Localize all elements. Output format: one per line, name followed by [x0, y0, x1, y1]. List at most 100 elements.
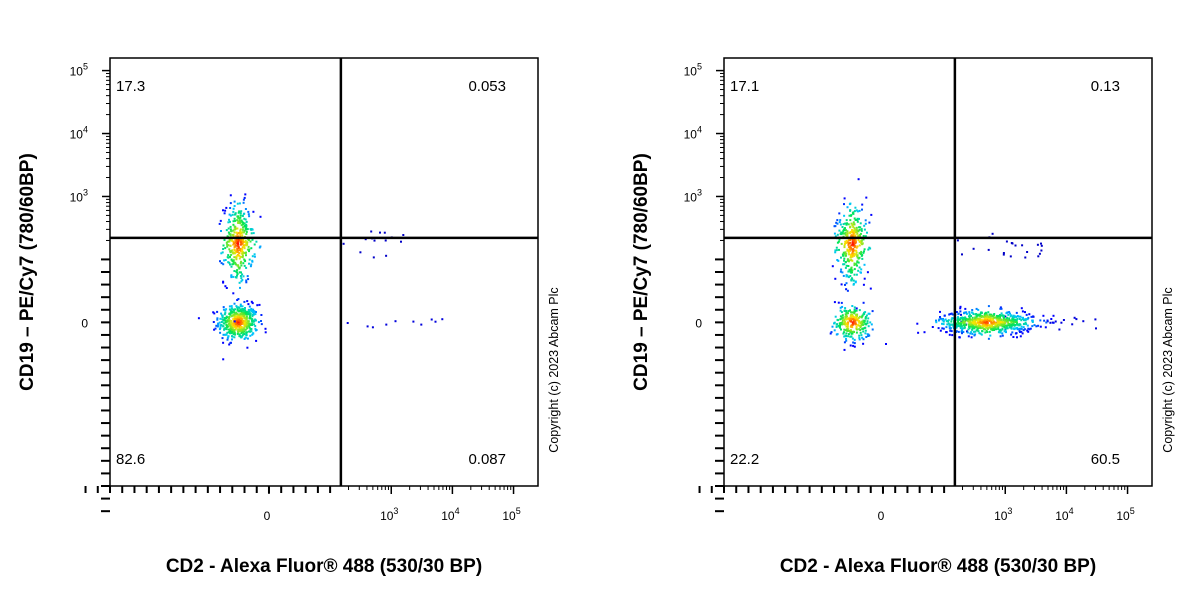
event-cd2-positive [985, 317, 988, 320]
event-cd19-positive [235, 263, 237, 266]
event-double-negative [236, 308, 239, 311]
event-double-negative [864, 332, 867, 335]
event-cd2-positive [971, 316, 974, 319]
event-sparse [1026, 251, 1029, 253]
event-double-negative [845, 325, 848, 328]
event-double-negative [246, 325, 249, 328]
event-double-negative [228, 308, 231, 311]
event-cd19-positive [855, 253, 858, 256]
event-cd19-positive [229, 244, 232, 247]
event-cd2-positive [947, 320, 949, 323]
event-cd2-positive [967, 328, 970, 331]
event-cd2-positive [986, 320, 988, 323]
event-cd19-positive [840, 233, 843, 236]
event-cd19-positive [234, 227, 237, 230]
event-cd2-positive [1045, 321, 1048, 324]
event-cd2-positive [976, 327, 979, 330]
event-double-negative [226, 336, 229, 339]
event-cd2-positive [1006, 311, 1009, 314]
event-double-negative [239, 321, 242, 323]
event-cd19-positive [237, 211, 240, 214]
event-double-negative [843, 335, 846, 338]
x-tick-label: 103 [380, 506, 398, 523]
event-cd2-positive [1001, 314, 1004, 317]
event-cd19-positive [845, 219, 848, 222]
event-cd2-positive [968, 321, 971, 324]
event-cd2-positive [959, 325, 962, 328]
event-cd19-positive [842, 263, 845, 266]
event-cd19-positive [236, 219, 239, 222]
event-cd19-positive [231, 263, 234, 266]
event-cd19-positive [851, 248, 854, 251]
event-cd2-positive [970, 325, 972, 328]
event-cd19-positive [235, 241, 238, 244]
event-cd2-positive [996, 324, 999, 327]
event-double-negative [230, 310, 233, 313]
event-cd19-positive [245, 279, 248, 282]
event-double-negative [232, 318, 235, 321]
event-cd2-positive [945, 320, 948, 323]
event-cd2-positive [976, 319, 979, 322]
event-cd19-positive [233, 256, 236, 259]
event-double-negative [235, 305, 238, 308]
y-tick-exponent: 4 [697, 125, 702, 135]
x-tick-label: 105 [502, 506, 520, 523]
event-cd19-positive [868, 221, 871, 224]
event-cd19-positive [856, 264, 858, 267]
event-cd2-positive [1024, 321, 1027, 324]
event-double-negative [237, 316, 240, 319]
event-cd19-positive [836, 241, 839, 244]
event-cd2-positive [948, 333, 951, 336]
y-tick-label: 105 [70, 62, 88, 79]
event-cd2-positive [917, 331, 920, 334]
event-cd2-positive [1001, 332, 1004, 335]
event-cd19-positive [852, 234, 855, 237]
event-double-negative [232, 330, 235, 333]
event-double-negative [243, 300, 246, 303]
event-cd2-positive [978, 317, 981, 320]
event-cd2-positive [939, 310, 941, 313]
event-cd2-positive [968, 312, 971, 315]
event-double-negative [844, 334, 847, 337]
event-double-negative [857, 316, 860, 319]
event-double-negative [221, 337, 224, 340]
quadrant-label-lower-right: 0.087 [468, 451, 506, 468]
event-cd2-positive [986, 324, 989, 326]
event-cd19-positive [863, 277, 866, 280]
event-cd19-positive [223, 259, 226, 262]
event-cd2-positive [1020, 327, 1023, 330]
event-double-negative [242, 329, 245, 332]
plot-frame [723, 57, 1153, 487]
event-double-negative [243, 322, 246, 325]
event-cd2-positive [990, 318, 993, 321]
event-cd19-positive [238, 210, 241, 213]
event-double-negative [225, 315, 228, 318]
event-cd2-positive [993, 321, 996, 324]
event-sparse [1037, 255, 1040, 258]
event-double-negative [251, 322, 254, 325]
event-cd2-positive [980, 316, 983, 318]
event-cd2-positive [1016, 317, 1019, 320]
event-cd19-positive [241, 234, 244, 237]
event-double-negative [244, 319, 247, 322]
event-double-negative [235, 325, 238, 328]
x-tick-exponent: 5 [1130, 506, 1135, 516]
event-cd2-positive [975, 322, 978, 325]
event-cd19-positive [863, 263, 866, 266]
event-cd19-positive [836, 222, 839, 225]
event-cd2-positive [1012, 336, 1015, 338]
event-double-negative [867, 317, 870, 320]
x-tick-label: 103 [994, 506, 1012, 523]
event-cd19-positive [228, 240, 231, 243]
event-cd2-positive [1003, 323, 1005, 326]
event-sparse [972, 247, 975, 250]
event-cd19-positive [259, 215, 262, 218]
event-cd2-positive [1008, 311, 1011, 314]
event-cd19-positive [860, 242, 863, 244]
event-double-negative [853, 345, 856, 348]
event-cd19-positive [851, 228, 853, 231]
event-cd19-positive [856, 217, 859, 220]
event-cd2-positive [942, 323, 945, 326]
event-cd2-positive [999, 315, 1002, 318]
event-cd2-positive [974, 330, 977, 333]
